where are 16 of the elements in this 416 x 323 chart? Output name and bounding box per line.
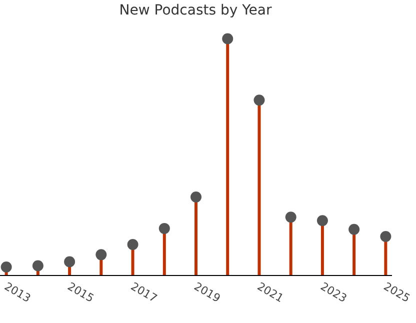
point (0, 261, 12, 272)
x-tick-label: 2017 (128, 280, 160, 306)
x-tick-label: 2019 (192, 280, 222, 306)
point (254, 94, 265, 106)
point (190, 192, 202, 203)
point (222, 33, 234, 44)
point (127, 239, 138, 250)
chart-title: New Podcasts by Year (119, 2, 272, 19)
point (96, 249, 107, 260)
point (158, 222, 170, 234)
point (32, 260, 44, 272)
point (64, 256, 76, 268)
point (348, 224, 360, 235)
point (380, 230, 392, 242)
point (285, 212, 296, 223)
point (316, 215, 328, 226)
